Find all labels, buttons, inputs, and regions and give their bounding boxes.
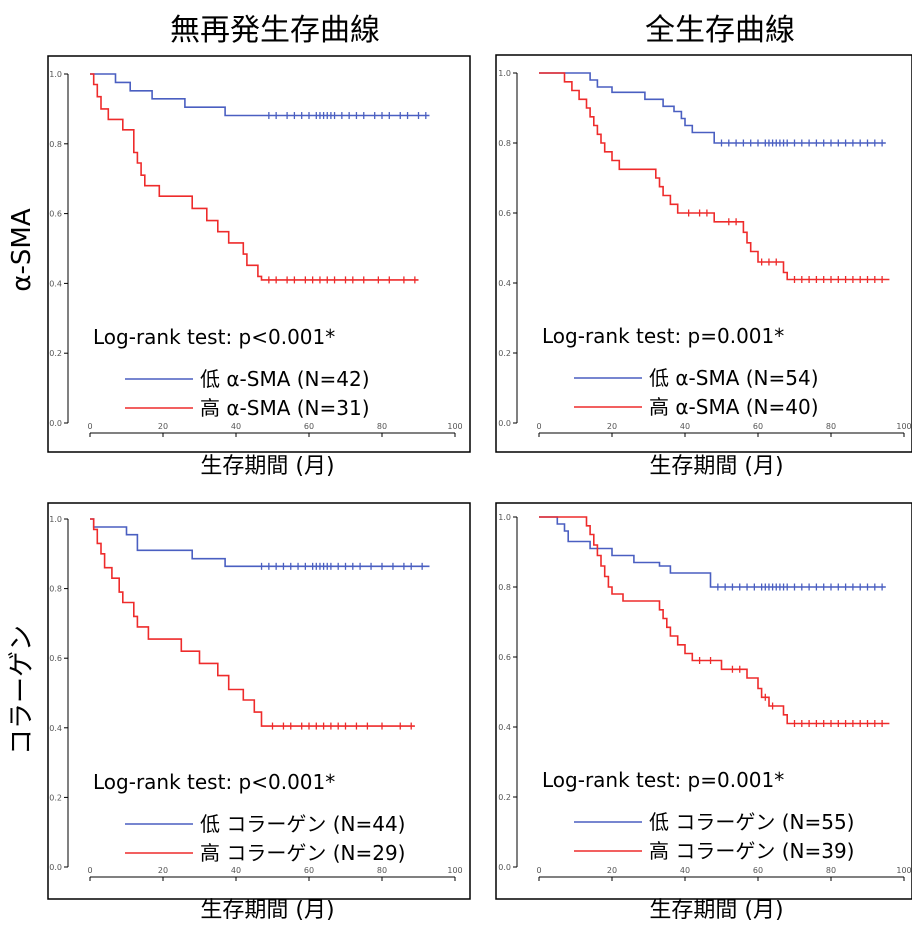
x-tick-label: 0: [536, 422, 541, 431]
survival-curve-high: [539, 72, 890, 281]
panel-collagen-rfs: 0 20 40 60 80 100 0.0 0.2 0.4 0.6 0.8 1.0 生存期間 (月) Lo…: [47, 502, 471, 923]
x-tick-label: 40: [680, 866, 690, 875]
row-label-asma: α-SMA: [7, 208, 37, 291]
log-rank-annotation: Log-rank test: p<0.001*: [93, 325, 335, 349]
y-tick-label: 0.6: [498, 209, 511, 218]
plot-frame: [47, 502, 471, 900]
y-tick-label: 0.8: [498, 583, 511, 592]
survival-curve-high: [90, 518, 415, 727]
y-tick-label: 0.4: [49, 724, 62, 733]
figure-titles: 無再発生存曲線 全生存曲線 α-SMA コラーゲン: [7, 13, 795, 755]
y-tick-label: 0.8: [498, 139, 511, 148]
plot-frame: [495, 54, 912, 453]
survival-curve-low: [90, 73, 430, 117]
x-tick-label: 80: [826, 422, 836, 431]
y-tick-label: 0.2: [498, 793, 511, 802]
legend-label-high: 高 α-SMA (N=40): [649, 395, 819, 419]
plot-frame: [495, 502, 912, 900]
y-tick-label: 1.0: [49, 70, 62, 79]
x-tick-label: 20: [158, 866, 168, 875]
x-axis-label: 生存期間 (月): [649, 454, 783, 479]
legend-label-low: 低 α-SMA (N=42): [200, 367, 370, 391]
survival-curve-high: [90, 73, 419, 281]
plot-frame: [47, 55, 471, 453]
x-tick-label: 60: [753, 422, 763, 431]
y-tick-label: 0.6: [498, 653, 511, 662]
survival-curve-low: [539, 72, 886, 144]
legend-label-low: 低 コラーゲン (N=44): [200, 812, 406, 836]
y-tick-label: 0.8: [49, 140, 62, 149]
legend-label-low: 低 α-SMA (N=54): [649, 366, 819, 390]
x-tick-label: 60: [753, 866, 763, 875]
x-tick-label: 80: [377, 866, 387, 875]
x-tick-label: 100: [447, 422, 462, 431]
row-label-collagen: コラーゲン: [7, 625, 37, 755]
y-tick-label: 0.2: [49, 793, 62, 802]
y-tick-label: 0.8: [49, 585, 62, 594]
column-title-rfs: 無再発生存曲線: [170, 13, 380, 48]
panel-asma-rfs: 0 20 40 60 80 100 0.0 0.2 0.4 0.6 0.8 1.0 生存期間 (月) Lo…: [47, 55, 471, 479]
legend-label-high: 高 α-SMA (N=31): [200, 396, 370, 420]
x-tick-label: 0: [536, 866, 541, 875]
log-rank-annotation: Log-rank test: p=0.001*: [542, 324, 784, 348]
x-axis-label: 生存期間 (月): [200, 454, 334, 479]
y-tick-label: 0.2: [498, 349, 511, 358]
survival-curve-high: [539, 516, 890, 725]
column-title-os: 全生存曲線: [645, 13, 795, 48]
log-rank-annotation: Log-rank test: p=0.001*: [542, 768, 784, 792]
y-tick-label: 0.4: [498, 279, 511, 288]
x-axis-label: 生存期間 (月): [649, 898, 783, 923]
x-tick-label: 100: [896, 866, 911, 875]
y-tick-label: 0.4: [498, 723, 511, 732]
x-tick-label: 40: [231, 422, 241, 431]
legend-label-high: 高 コラーゲン (N=29): [200, 841, 406, 865]
y-tick-label: 1.0: [498, 69, 511, 78]
x-tick-label: 40: [680, 422, 690, 431]
log-rank-annotation: Log-rank test: p<0.001*: [93, 770, 335, 794]
x-axis-label: 生存期間 (月): [200, 898, 334, 923]
panel-asma-os: 0 20 40 60 80 100 0.0 0.2 0.4 0.6 0.8 1.0 生存期間 (月) Lo…: [495, 54, 912, 479]
x-tick-label: 20: [158, 422, 168, 431]
legend-label-high: 高 コラーゲン (N=39): [649, 839, 855, 863]
y-tick-label: 0.0: [49, 863, 62, 872]
legend-label-low: 低 コラーゲン (N=55): [649, 810, 855, 834]
x-tick-label: 60: [304, 422, 314, 431]
y-tick-label: 0.0: [498, 863, 511, 872]
y-tick-label: 1.0: [498, 513, 511, 522]
y-tick-label: 0.6: [49, 210, 62, 219]
x-tick-label: 100: [896, 422, 911, 431]
y-tick-label: 0.0: [49, 419, 62, 428]
survival-curve-low: [539, 516, 886, 588]
panel-collagen-os: 0 20 40 60 80 100 0.0 0.2 0.4 0.6 0.8 1.0 生存期間 (月) Lo…: [495, 502, 912, 923]
x-tick-label: 40: [231, 866, 241, 875]
x-tick-label: 60: [304, 866, 314, 875]
y-tick-label: 1.0: [49, 515, 62, 524]
x-tick-label: 0: [87, 422, 92, 431]
x-tick-label: 20: [607, 866, 617, 875]
y-tick-label: 0.6: [49, 654, 62, 663]
x-tick-label: 80: [377, 422, 387, 431]
x-tick-label: 100: [447, 866, 462, 875]
x-tick-label: 20: [607, 422, 617, 431]
y-tick-label: 0.0: [498, 419, 511, 428]
x-tick-label: 0: [87, 866, 92, 875]
y-tick-label: 0.4: [49, 279, 62, 288]
x-tick-label: 80: [826, 866, 836, 875]
y-tick-label: 0.2: [49, 349, 62, 358]
